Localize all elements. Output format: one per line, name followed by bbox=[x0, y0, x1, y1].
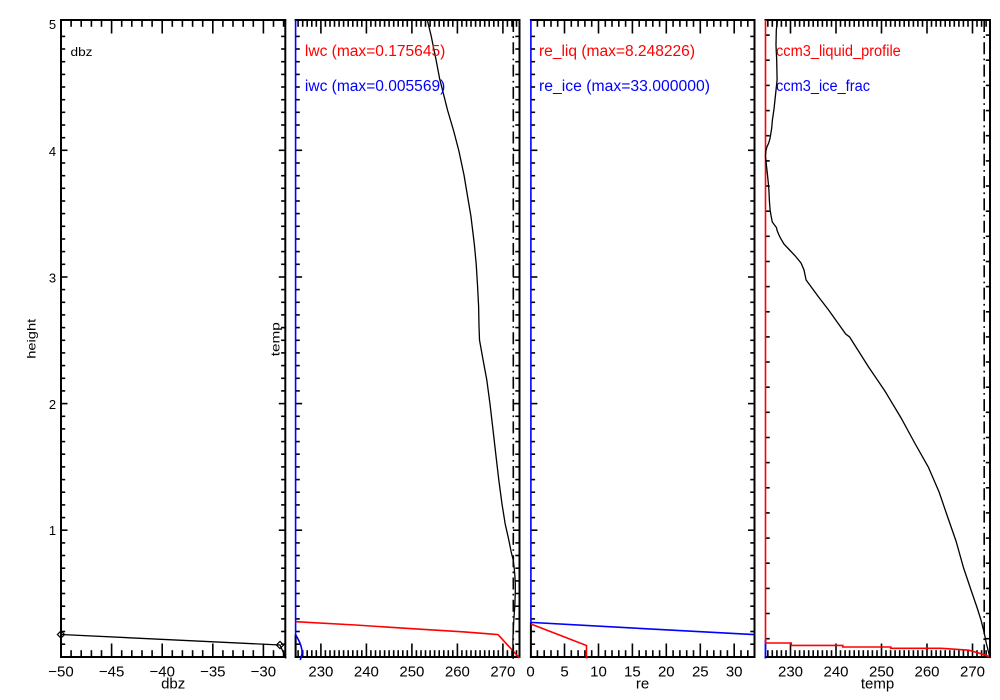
svg-text:250: 250 bbox=[869, 664, 894, 681]
svg-text:re_liq (max=8.248226): re_liq (max=8.248226) bbox=[539, 43, 695, 60]
svg-text:25: 25 bbox=[692, 664, 709, 681]
svg-text:250: 250 bbox=[399, 664, 424, 681]
svg-text:5: 5 bbox=[560, 664, 568, 681]
svg-text:3: 3 bbox=[49, 270, 56, 285]
svg-text:4: 4 bbox=[49, 144, 56, 159]
svg-text:re_ice (max=33.000000): re_ice (max=33.000000) bbox=[539, 78, 710, 95]
svg-text:−35: −35 bbox=[200, 664, 225, 681]
svg-text:1: 1 bbox=[49, 523, 56, 538]
svg-text:ccm3_liquid_profile: ccm3_liquid_profile bbox=[776, 43, 901, 60]
svg-text:iwc (max=0.005569): iwc (max=0.005569) bbox=[305, 78, 445, 95]
svg-text:230: 230 bbox=[778, 664, 803, 681]
svg-text:10: 10 bbox=[590, 664, 607, 681]
svg-text:lwc (max=0.175645): lwc (max=0.175645) bbox=[305, 43, 445, 60]
svg-text:260: 260 bbox=[914, 664, 939, 681]
svg-text:270: 270 bbox=[960, 664, 985, 681]
svg-text:230: 230 bbox=[308, 664, 333, 681]
svg-text:−45: −45 bbox=[99, 664, 124, 681]
svg-text:15: 15 bbox=[624, 664, 641, 681]
svg-text:30: 30 bbox=[726, 664, 743, 681]
svg-text:ccm3_ice_frac: ccm3_ice_frac bbox=[776, 78, 870, 95]
svg-text:temp: temp bbox=[269, 322, 283, 356]
svg-text:−30: −30 bbox=[251, 664, 276, 681]
svg-text:dbz: dbz bbox=[71, 47, 93, 59]
svg-text:270: 270 bbox=[490, 664, 515, 681]
svg-text:2: 2 bbox=[49, 397, 56, 412]
svg-text:dbz: dbz bbox=[161, 676, 185, 693]
svg-text:20: 20 bbox=[658, 664, 675, 681]
svg-text:−50: −50 bbox=[48, 664, 73, 681]
svg-text:240: 240 bbox=[823, 664, 848, 681]
svg-text:240: 240 bbox=[354, 664, 379, 681]
svg-text:height: height bbox=[25, 318, 39, 359]
svg-text:re: re bbox=[636, 676, 649, 693]
svg-text:0: 0 bbox=[526, 664, 534, 681]
svg-text:5: 5 bbox=[49, 17, 56, 32]
svg-text:260: 260 bbox=[445, 664, 470, 681]
svg-text:−40: −40 bbox=[149, 664, 174, 681]
svg-text:temp: temp bbox=[861, 676, 894, 693]
